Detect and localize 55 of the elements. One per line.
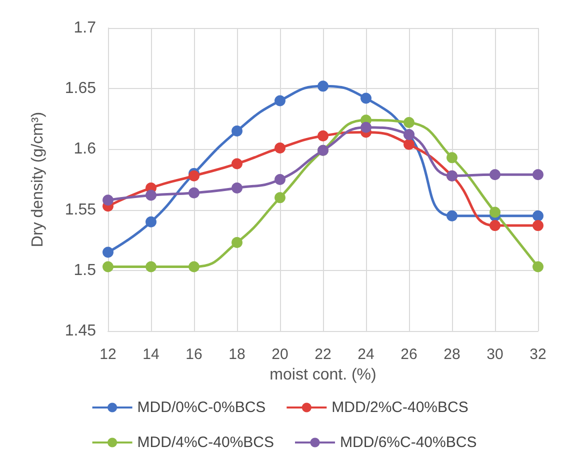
point	[532, 210, 544, 222]
point	[490, 206, 500, 218]
point	[102, 261, 114, 272]
point	[404, 138, 414, 150]
x-tick-label: 14	[142, 346, 160, 363]
point	[404, 117, 414, 128]
legend-label: MDD/6%C-40%BCS	[340, 434, 477, 451]
point	[274, 142, 286, 154]
point	[532, 220, 544, 232]
point	[232, 182, 242, 194]
y-tick-label: 1.65	[64, 80, 96, 98]
point	[188, 187, 200, 198]
x-axis-title: moist cont. (%)	[270, 366, 376, 384]
point	[146, 190, 156, 201]
point	[188, 170, 200, 182]
x-tick-label: 26	[400, 346, 418, 363]
point	[188, 261, 200, 272]
point	[490, 220, 500, 232]
point	[274, 95, 286, 106]
point	[102, 246, 114, 258]
x-tick-label: 16	[186, 346, 202, 363]
point	[232, 126, 242, 137]
point	[102, 194, 114, 206]
y-tick-label: 1.45	[64, 322, 96, 340]
point	[490, 169, 500, 180]
y-tick-label: 1.6	[74, 140, 96, 158]
point	[274, 192, 286, 204]
y-tick-label: 1.55	[64, 201, 96, 218]
x-tick-label: 32	[530, 346, 546, 363]
x-tick-label: 28	[444, 346, 460, 363]
point	[532, 169, 544, 180]
x-tick-label: 22	[314, 346, 332, 363]
point	[446, 210, 458, 222]
point	[360, 122, 372, 133]
point	[274, 174, 286, 185]
y-tick-label: 1.7	[74, 20, 96, 36]
x-tick-label: 20	[272, 346, 288, 363]
y-axis-title: Dry density (g/cm³)	[30, 112, 46, 248]
x-tick-label: 12	[100, 346, 116, 363]
point	[232, 237, 242, 248]
point	[318, 80, 328, 92]
point	[446, 152, 458, 164]
x-tick-label: 24	[358, 346, 374, 363]
x-tick-label: 18	[228, 346, 246, 363]
x-tick-label: 30	[486, 346, 504, 363]
point	[318, 130, 328, 142]
legend-label: MDD/4%C-40%BCS	[137, 434, 274, 451]
point	[146, 261, 156, 272]
point	[360, 92, 372, 104]
legend-label: MDD/0%C-0%BCS	[137, 399, 266, 416]
legend-label: MDD/2%C-40%BCS	[332, 399, 468, 416]
y-tick-label: 1.5	[74, 262, 96, 279]
point	[232, 158, 242, 170]
point	[146, 216, 156, 228]
point	[532, 261, 544, 272]
